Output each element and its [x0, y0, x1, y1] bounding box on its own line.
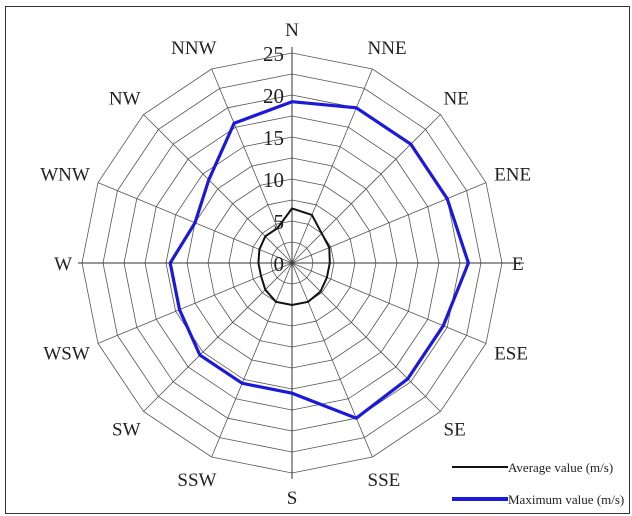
series-maximum	[168, 100, 471, 421]
direction-label-ese: ESE	[494, 344, 528, 365]
spoke-ene	[291, 182, 487, 264]
direction-label-w: W	[54, 254, 72, 275]
series-average	[257, 207, 331, 307]
radial-tick-label: 5	[274, 210, 285, 234]
radar-series	[168, 100, 471, 421]
spoke-sse	[291, 262, 373, 458]
radial-tick-labels: 0 5 10 15 20 25	[263, 42, 284, 276]
spoke-wsw	[97, 262, 293, 344]
legend-label-average: Average value (m/s)	[508, 460, 613, 475]
direction-label-nw: NW	[109, 89, 141, 110]
direction-label-nne: NNE	[368, 38, 407, 59]
direction-label-s: S	[287, 488, 298, 509]
legend: Average value (m/s) Maximum value (m/s)	[452, 460, 624, 507]
direction-label-sw: SW	[112, 420, 141, 441]
spoke-ese	[291, 262, 487, 344]
direction-label-ene: ENE	[494, 165, 531, 186]
spoke-nw	[143, 114, 293, 264]
spoke-se	[291, 262, 441, 412]
legend-label-maximum: Maximum value (m/s)	[508, 492, 624, 507]
direction-label-ne: NE	[444, 89, 469, 110]
radial-tick-label: 10	[263, 168, 284, 192]
direction-label-nnw: NNW	[171, 38, 216, 59]
spoke-sw	[143, 262, 293, 412]
chart-frame	[5, 6, 630, 514]
spoke-ne	[291, 114, 441, 264]
direction-label-se: SE	[444, 420, 466, 441]
radial-tick-label: 0	[274, 252, 285, 276]
direction-label-sse: SSE	[368, 470, 401, 491]
direction-label-n: N	[285, 20, 299, 41]
direction-label-ssw: SSW	[177, 470, 216, 491]
radar-spokes	[78, 47, 524, 479]
spoke-ssw	[211, 262, 293, 458]
spoke-nnw	[211, 68, 293, 264]
direction-label-wsw: WSW	[43, 344, 90, 365]
radial-tick-label: 15	[263, 126, 284, 150]
direction-labels: N NNE NE ENE E ESE SE SSE S SSW SW WSW W WNW NW NNW	[40, 20, 531, 509]
radial-tick-label: 20	[263, 84, 284, 108]
direction-label-wnw: WNW	[40, 165, 90, 186]
spoke-nne	[291, 68, 373, 264]
radial-tick-label: 25	[263, 42, 284, 66]
direction-label-e: E	[512, 254, 524, 275]
